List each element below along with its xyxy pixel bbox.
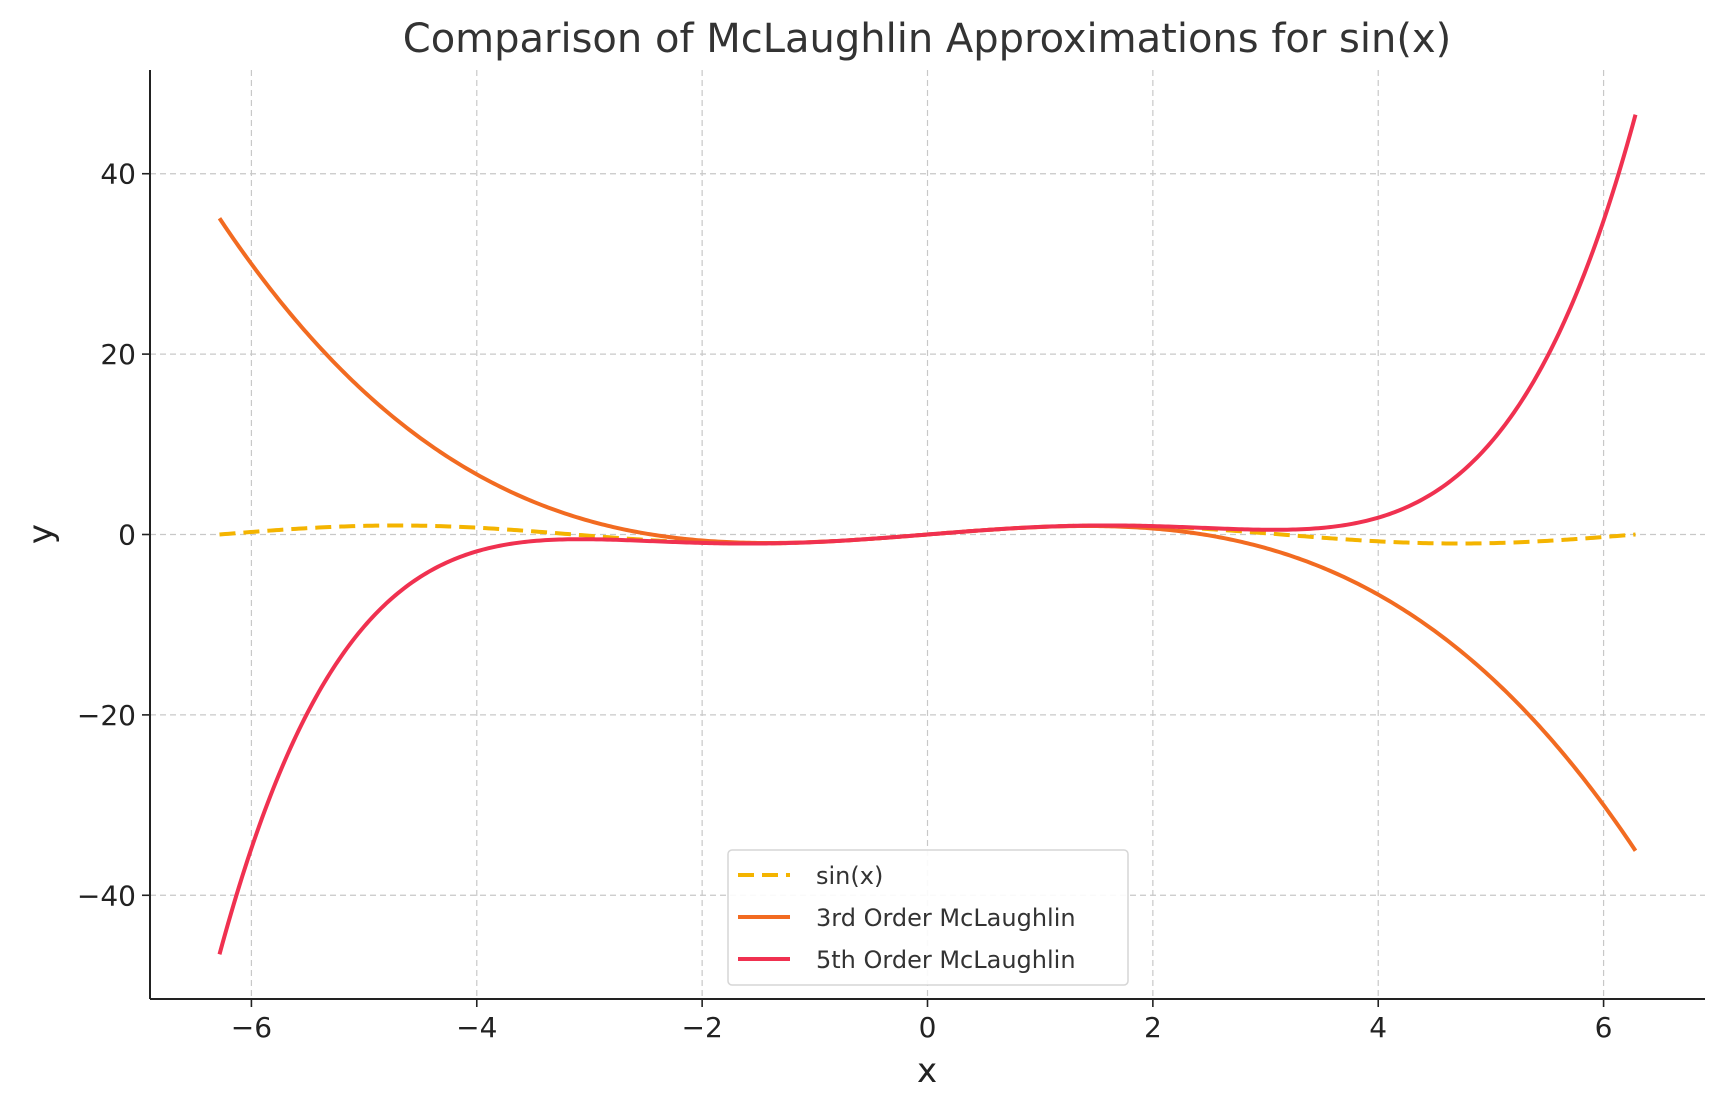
legend-label-2: 3rd Order McLaughlin: [816, 904, 1076, 932]
x-tick-label: 4: [1369, 1011, 1387, 1044]
y-tick-label: 0: [118, 519, 136, 552]
x-tick-label: −2: [681, 1011, 722, 1044]
legend-label-3: 5th Order McLaughlin: [816, 946, 1076, 974]
y-axis-label: y: [21, 524, 61, 544]
x-tick-label: 6: [1595, 1011, 1613, 1044]
y-tick-label: −40: [77, 879, 136, 912]
chart-title: Comparison of McLaughlin Approximations …: [403, 16, 1451, 62]
legend-label-1: sin(x): [816, 862, 883, 890]
x-tick-label: 0: [919, 1011, 937, 1044]
x-tick-label: 2: [1144, 1011, 1162, 1044]
series-line-3: [217, 114, 1638, 955]
legend-box: [727, 849, 1129, 986]
series-group: [217, 114, 1638, 955]
legend: sin(x) 3rd Order McLaughlin 5th Order McLa…: [727, 849, 1129, 986]
y-tick-label: −20: [77, 699, 136, 732]
x-axis-label: x: [917, 1051, 937, 1091]
y-tick-label: 20: [100, 338, 136, 371]
y-tick-label: 40: [100, 158, 136, 191]
x-tick-label: −6: [231, 1011, 272, 1044]
x-tick-label: −4: [456, 1011, 497, 1044]
